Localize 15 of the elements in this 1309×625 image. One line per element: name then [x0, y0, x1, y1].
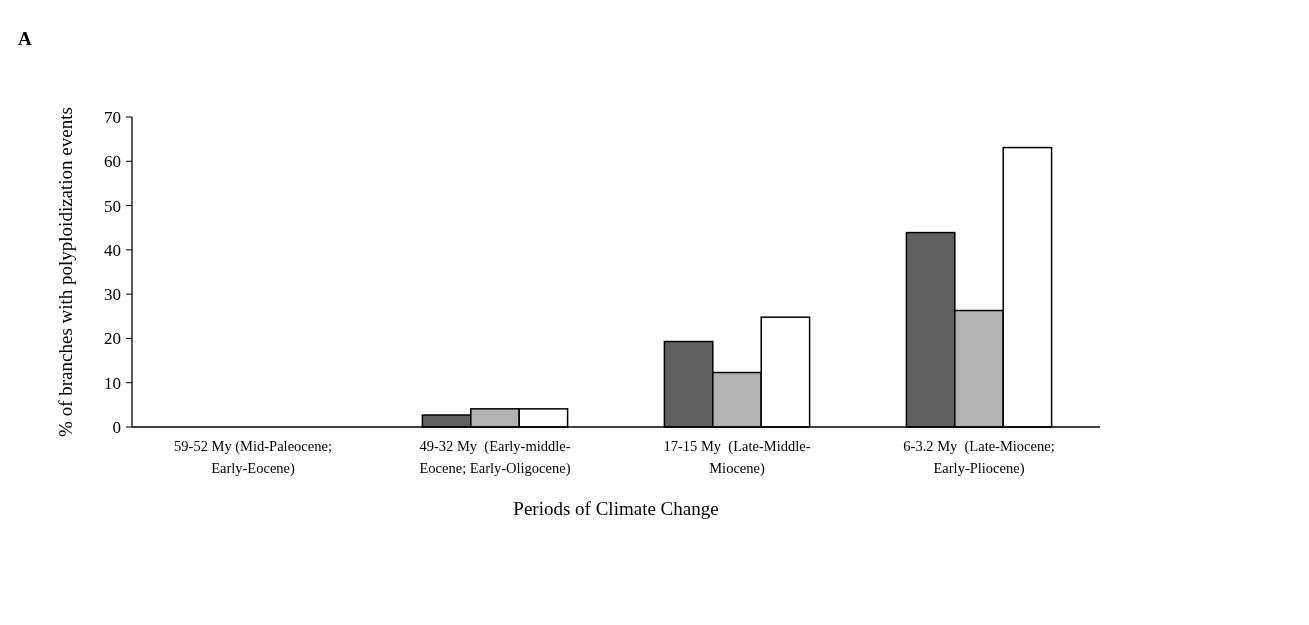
chart-title: A — [18, 28, 32, 49]
x-tick-label: 59-52 My (Mid-Paleocene; Early-Eocene) — [174, 438, 332, 477]
y-tick-label: 10 — [104, 373, 121, 393]
y-tick-label: 30 — [104, 285, 121, 305]
y-tick-label: 60 — [104, 152, 121, 172]
x-axis-title: Periods of Climate Change — [513, 498, 719, 519]
y-tick-label: 0 — [112, 417, 121, 437]
y-axis-title: % of branches with polyploidization events — [55, 107, 76, 437]
y-tick-label: 70 — [104, 107, 121, 127]
x-tick-label: 17-15 My (Late-Middle-Miocene) — [663, 438, 811, 477]
y-tick-label: 20 — [104, 329, 121, 349]
x-tick-label: 49-32 My (Early-middle-Eocene; Early-Oligocene) — [419, 438, 571, 477]
y-tick-label: 40 — [104, 240, 121, 260]
y-tick-label: 50 — [104, 196, 121, 216]
x-tick-label: 6-3.2 My (Late-Miocene; Early-Pliocene) — [903, 438, 1055, 477]
